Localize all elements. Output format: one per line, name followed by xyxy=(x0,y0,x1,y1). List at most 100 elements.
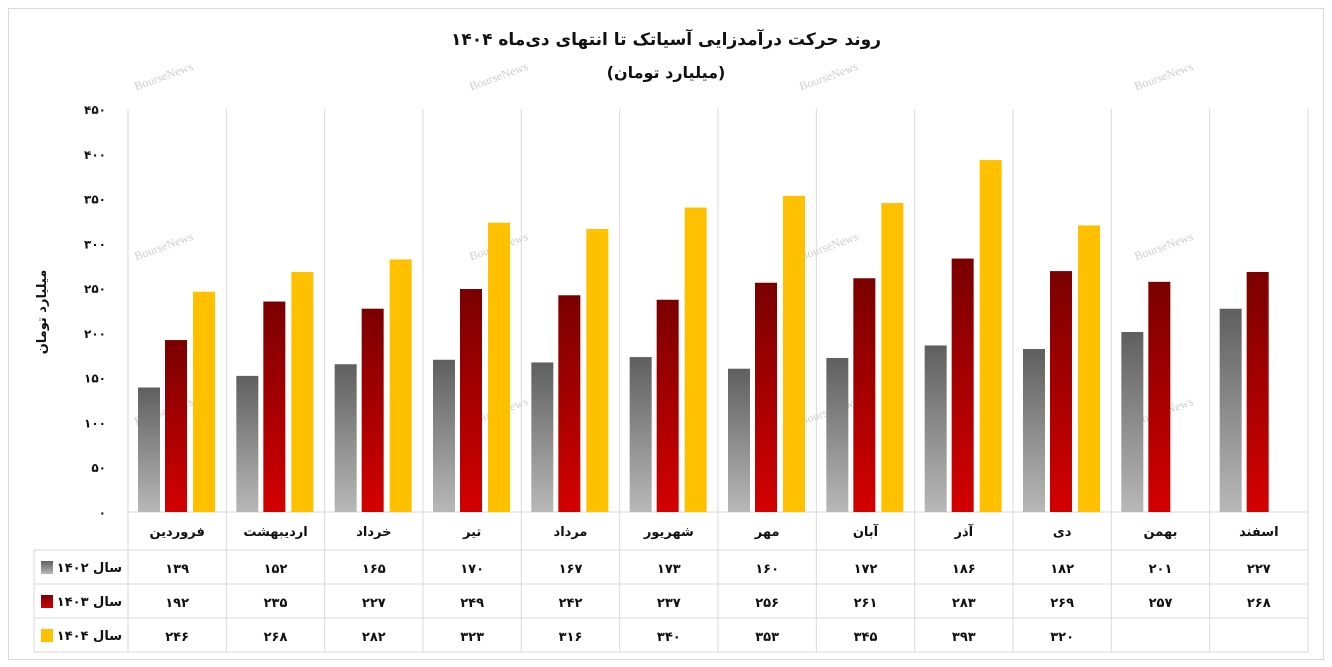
category-label: آبان xyxy=(853,523,879,540)
data-table-cell: ۱۳۹ xyxy=(165,562,189,577)
chart-title: روند حرکت درآمدزایی آسیاتک تا انتهای دی‌… xyxy=(451,28,881,50)
watermark: BourseNews xyxy=(467,59,530,93)
bar-2-2 xyxy=(263,301,286,512)
bar-2-6 xyxy=(656,299,679,512)
bar-1-1 xyxy=(138,387,160,512)
data-table-cell: ۳۴۵ xyxy=(854,630,878,645)
data-table-cell: ۱۸۲ xyxy=(1050,562,1074,577)
bar-2-7 xyxy=(755,282,777,512)
data-table-cell: ۲۲۷ xyxy=(1247,562,1271,577)
legend-label: سال ۱۴۰۲ xyxy=(57,561,122,576)
y-tick-label: ۰ xyxy=(99,506,106,520)
legend-label: سال ۱۴۰۴ xyxy=(57,629,122,644)
y-tick-label: ۴۵۰ xyxy=(84,103,106,117)
data-table-cell: ۱۶۰ xyxy=(755,562,779,577)
bar-1-9 xyxy=(924,345,947,512)
bar-1-6 xyxy=(629,357,652,512)
y-tick-label: ۱۵۰ xyxy=(84,372,106,386)
data-table-cell: ۱۶۵ xyxy=(362,562,386,577)
data-table-cell: ۱۶۷ xyxy=(559,562,583,577)
data-table-cell: ۲۳۵ xyxy=(264,596,288,611)
y-tick-label: ۲۰۰ xyxy=(84,327,106,341)
bar-3-8 xyxy=(881,203,904,513)
data-table-cell: ۲۸۲ xyxy=(362,630,386,645)
bar-3-3 xyxy=(389,259,412,512)
data-table-cell: ۲۴۶ xyxy=(165,630,189,645)
data-table-cell: ۲۶۹ xyxy=(1050,596,1074,611)
legend-swatch-2 xyxy=(41,595,53,608)
category-label: اردیبهشت xyxy=(243,525,307,540)
data-table-cell: ۱۸۶ xyxy=(952,562,976,577)
bar-3-6 xyxy=(684,207,707,512)
category-label: آذر xyxy=(954,523,974,540)
bar-1-4 xyxy=(433,359,455,512)
watermark: BourseNews xyxy=(132,229,195,263)
legend-label: سال ۱۴۰۳ xyxy=(57,595,122,610)
data-table-cell: ۳۵۳ xyxy=(755,630,779,645)
data-table-cell: ۳۲۰ xyxy=(1050,630,1074,645)
category-label: بهمن xyxy=(1144,525,1178,540)
category-label: فروردین xyxy=(149,525,204,540)
y-tick-label: ۳۰۰ xyxy=(84,237,106,251)
watermark: BourseNews xyxy=(797,229,860,263)
data-table-cell: ۲۳۷ xyxy=(657,596,681,611)
data-table-cell: ۳۹۳ xyxy=(952,630,976,645)
bar-3-4 xyxy=(488,222,510,513)
category-label: دی xyxy=(1053,525,1072,540)
category-label: شهریور xyxy=(643,525,694,540)
data-table-cell: ۲۶۸ xyxy=(264,630,288,645)
data-table-cell: ۲۸۳ xyxy=(952,596,976,611)
chart-subtitle: (میلیارد تومان) xyxy=(607,63,726,82)
data-table-cell: ۳۲۳ xyxy=(460,630,484,645)
bar-2-11 xyxy=(1148,281,1171,512)
category-label: مهر xyxy=(754,525,780,540)
y-axis-label: میلیارد تومان xyxy=(35,270,50,355)
data-table-cell: ۲۰۱ xyxy=(1149,562,1173,577)
bar-2-12 xyxy=(1246,271,1269,512)
data-table-cell: ۳۴۰ xyxy=(657,630,681,645)
bar-1-10 xyxy=(1023,349,1045,512)
data-table-cell: ۲۴۹ xyxy=(460,596,484,611)
bar-3-9 xyxy=(979,160,1002,512)
watermark: BourseNews xyxy=(1132,59,1195,93)
y-tick-label: ۱۰۰ xyxy=(84,416,106,430)
bar-2-5 xyxy=(558,295,581,512)
category-label: تیر xyxy=(462,525,481,540)
data-table-cell: ۲۶۸ xyxy=(1247,596,1271,611)
bar-1-8 xyxy=(826,357,849,512)
bar-2-3 xyxy=(361,308,384,512)
bar-3-10 xyxy=(1078,225,1100,512)
y-tick-label: ۳۵۰ xyxy=(84,193,106,207)
bar-3-5 xyxy=(586,229,609,512)
category-label: مرداد xyxy=(554,525,588,540)
data-table-cell: ۲۲۷ xyxy=(362,596,386,611)
legend-swatch-1 xyxy=(41,561,53,574)
data-table-cell: ۲۵۷ xyxy=(1149,596,1173,611)
bar-2-8 xyxy=(853,278,876,512)
bar-3-7 xyxy=(783,195,805,512)
data-table-cell: ۱۵۲ xyxy=(264,562,288,577)
bar-1-7 xyxy=(728,368,750,512)
data-table-cell: ۳۱۶ xyxy=(559,630,583,645)
data-table-cell: ۱۹۲ xyxy=(165,596,189,611)
y-tick-label: ۵۰ xyxy=(91,461,106,475)
bar-2-10 xyxy=(1050,271,1072,512)
data-table-cell: ۱۷۲ xyxy=(854,562,878,577)
data-table-cell: ۱۷۰ xyxy=(460,562,484,577)
y-tick-label: ۴۰۰ xyxy=(84,148,106,162)
data-table-cell: ۲۴۲ xyxy=(559,596,583,611)
watermark: BourseNews xyxy=(132,59,195,93)
bar-1-5 xyxy=(531,362,554,512)
bar-3-1 xyxy=(193,291,215,512)
bar-1-11 xyxy=(1121,331,1144,512)
watermark: BourseNews xyxy=(1132,229,1195,263)
bar-1-3 xyxy=(334,364,357,512)
bar-1-12 xyxy=(1219,308,1242,512)
bar-2-4 xyxy=(460,289,482,512)
category-label: خرداد xyxy=(356,525,391,540)
data-table-cell: ۱۷۳ xyxy=(657,562,681,577)
bar-1-2 xyxy=(236,375,259,512)
chart-frame xyxy=(8,8,1324,660)
